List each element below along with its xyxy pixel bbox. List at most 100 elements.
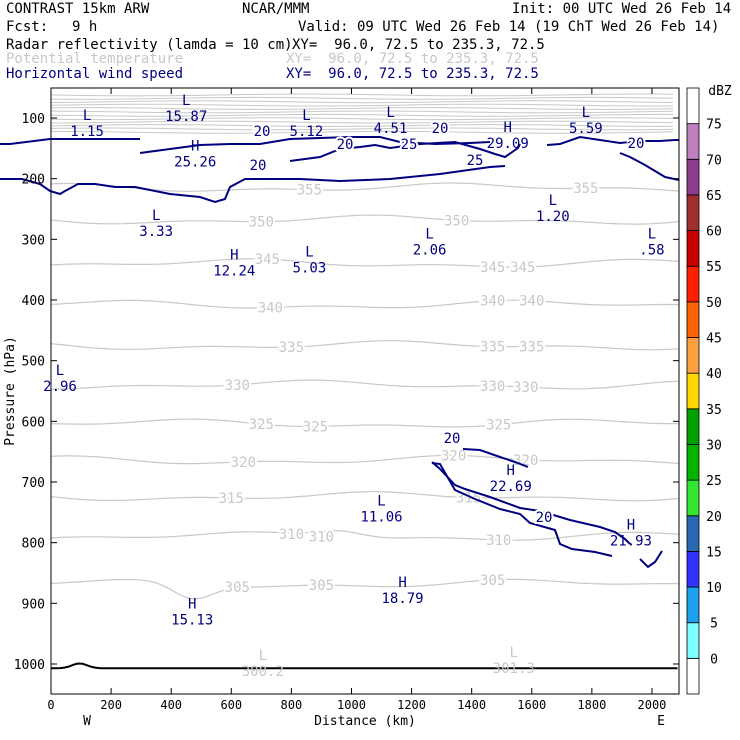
wind-contour-line	[619, 152, 680, 181]
wind-extremum-letter: L	[305, 245, 313, 261]
colorbar-swatch	[686, 230, 700, 267]
colorbar-level: 30	[706, 438, 722, 453]
wind-extremum-letter: L	[425, 226, 433, 242]
wind-contour-line	[0, 138, 140, 145]
theta-contour-label: 305	[309, 578, 334, 594]
wind-contours: 20 20 20 25 25 20 20 20 20	[0, 119, 680, 670]
wind-extremum: L11.06	[360, 493, 402, 525]
wind-extremum-value: 12.24	[213, 264, 255, 280]
theta-contour-upper	[50, 93, 674, 97]
theta-contour-325	[50, 418, 679, 428]
wind-extremum-letter: L	[648, 226, 656, 242]
theta-extremum-value: 301.3	[493, 661, 535, 677]
x-tick-label: 1400	[457, 698, 486, 712]
field-xy-theta: XY= 96.0, 72.5 to 235.3, 72.5	[286, 51, 539, 67]
x-tick-label: 1200	[397, 698, 426, 712]
wind-extremum: H25.26	[174, 138, 216, 170]
theta-contour-label: 345	[255, 252, 280, 268]
colorbar-swatch	[686, 372, 700, 410]
wind-contour-label: 20	[250, 158, 267, 174]
field-name-reflectivity: Radar reflectivity (lamda = 10 cm)	[6, 37, 293, 53]
wind-extremum: L1.20	[536, 193, 570, 225]
wind-extremum-value: 21.93	[610, 534, 652, 550]
theta-contour-label: 310	[279, 527, 304, 543]
plot-frame	[50, 87, 680, 695]
wind-contour-label: 20	[444, 431, 461, 447]
theta-contour-320	[50, 454, 680, 465]
colorbar-level: 0	[710, 652, 718, 667]
colorbar-level: 70	[706, 153, 722, 168]
wind-contour-label: 25	[467, 153, 484, 169]
theta-contour-355	[50, 182, 680, 192]
wind-extremum-letter: H	[188, 596, 196, 612]
theta-contour-label: 325	[303, 419, 328, 435]
theta-contour-label: 315	[219, 491, 244, 507]
wind-extremum-letter: L	[549, 193, 557, 209]
x-tick-label: 800	[281, 698, 303, 712]
colorbar-swatch	[686, 408, 700, 445]
theta-contour-label: 305	[480, 573, 505, 589]
theta-contour-upper	[51, 120, 674, 124]
wind-extremum-value: 29.09	[487, 136, 529, 152]
theta-extremum-value: 300.2	[242, 664, 284, 680]
wind-extremum: H15.13	[171, 596, 213, 628]
wind-extremum: L5.12	[290, 108, 324, 140]
colorbar-level: 25	[706, 474, 722, 489]
colorbar-swatch	[686, 265, 700, 303]
theta-contour-upper	[51, 130, 674, 134]
theta-contour-label: 325	[249, 417, 274, 433]
y-tick-label: 1000	[14, 658, 45, 673]
y-tick-label: 400	[22, 294, 45, 309]
colorbar-swatch	[686, 551, 700, 588]
y-tick-label: 700	[22, 476, 45, 491]
init-time: Init: 00 UTC Wed 26 Feb 14	[512, 1, 732, 17]
wind-extremum-value: 5.03	[293, 261, 327, 277]
colorbar-level: 65	[706, 189, 722, 204]
x-tick-label: 1800	[577, 698, 606, 712]
colorbar-swatch	[686, 515, 700, 552]
wind-extremum-letter: L	[83, 108, 91, 124]
theta-contour-upper	[50, 96, 674, 100]
theta-contour-345	[50, 258, 680, 268]
wind-extremum-value: 22.69	[490, 479, 532, 495]
chart-header: CONTRAST 15km ARW NCAR/MMM Init: 00 UTC …	[0, 0, 740, 84]
x-tick-label: 600	[220, 698, 242, 712]
colorbar-level: 40	[706, 367, 722, 382]
wind-extremum-value: 25.26	[174, 154, 216, 170]
theta-contour-label: 310	[309, 530, 334, 546]
org-label: NCAR/MMM	[242, 1, 310, 17]
theta-contour-label: 345	[480, 260, 505, 276]
colorbar-swatch	[686, 657, 700, 695]
wind-extremum: L5.59	[569, 105, 603, 137]
wind-contour-line	[462, 448, 529, 468]
theta-contour-label: 350	[249, 215, 274, 231]
theta-contour-upper	[50, 117, 674, 121]
theta-contour-upper	[50, 127, 674, 131]
theta-contour-upper	[50, 100, 674, 104]
wind-extremum-letter: L	[182, 93, 190, 109]
theta-contour-label: 340	[258, 301, 283, 317]
colorbar-level: 20	[706, 510, 722, 525]
wind-contour-label: 20	[536, 510, 553, 526]
field-xy-reflectivity: XY= 96.0, 72.5 to 235.3, 72.5	[292, 37, 545, 53]
theta-extremum-letter: L	[510, 645, 518, 661]
wind-contour-line	[289, 140, 521, 162]
wind-extremum-letter: L	[377, 493, 385, 509]
colorbar-level: 55	[706, 260, 722, 275]
wind-contour-label: 20	[432, 121, 449, 137]
wind-contour-line	[546, 135, 679, 146]
colorbar-level: 10	[706, 581, 722, 596]
colorbar-swatch	[686, 301, 700, 338]
wind-extremum-letter: H	[507, 463, 515, 479]
theta-contour-330	[51, 379, 680, 390]
wind-extremum-value: 5.12	[290, 124, 324, 140]
y-tick-label: 300	[22, 233, 45, 248]
field-name-wind: Horizontal wind speed	[6, 66, 184, 82]
y-tick-label: 600	[22, 415, 45, 430]
wind-extremum: L15.87	[165, 93, 207, 125]
wind-extremum-letter: L	[152, 208, 160, 224]
wind-extremum: L5.03	[293, 245, 327, 277]
axes: 100 200 300 400 500 600 700 800 900 1000 0 200 400 60…	[3, 88, 679, 729]
